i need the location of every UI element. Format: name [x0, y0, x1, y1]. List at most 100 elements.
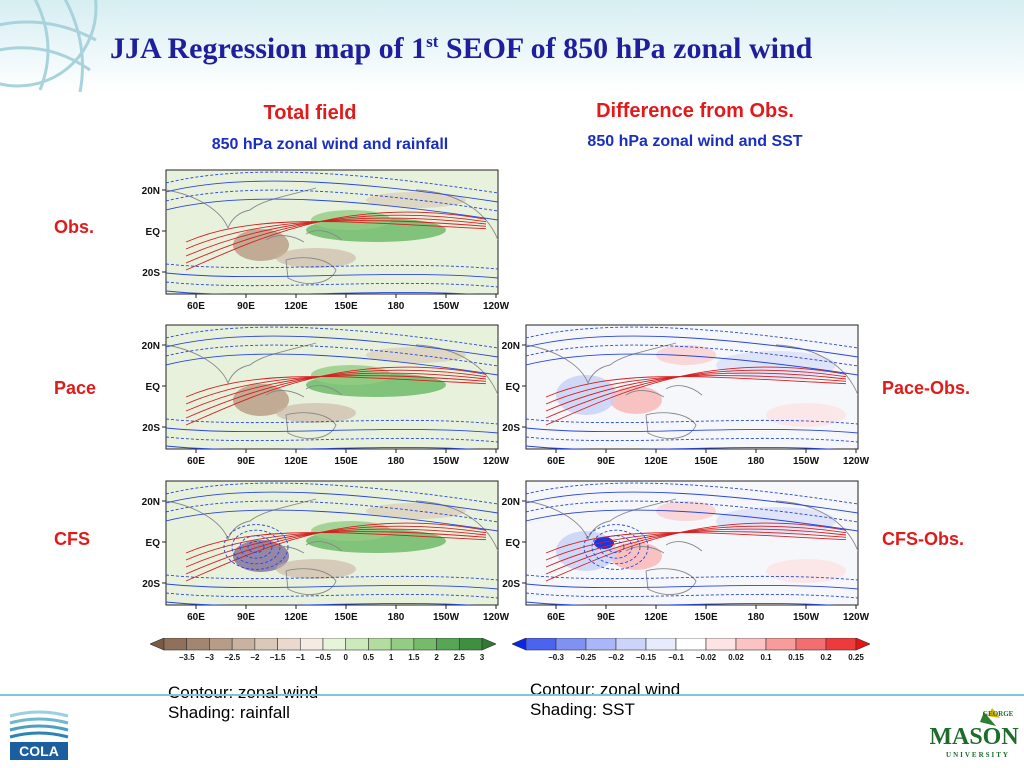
lon-tick-label: 150E [334, 456, 358, 467]
lat-tick-label: EQ [146, 382, 161, 393]
lon-tick-label: 120E [284, 301, 308, 312]
lat-tick-label: 20N [142, 186, 160, 197]
colorbar-arrow-left [150, 638, 165, 651]
colorbar-tick-label: −2.5 [224, 653, 240, 662]
lon-tick-label: 120E [644, 612, 668, 623]
globe-decoration [0, 0, 98, 92]
colorbar-swatch [458, 638, 483, 651]
caption-left-shading: Shading: rainfall [168, 703, 290, 722]
column-subtitle-left: 850 hPa zonal wind and rainfall [211, 136, 449, 153]
colorbar-tick-label: −0.3 [548, 653, 564, 662]
lon-tick-label: 120W [843, 456, 870, 467]
lon-tick-label: 60E [187, 456, 205, 467]
lon-tick-label: 150W [433, 612, 460, 623]
lat-tick-label: 20S [142, 423, 160, 434]
column-title-total-field: Total field [263, 102, 357, 124]
colorbar-tick-label: −0.2 [608, 653, 624, 662]
colorbar-swatch [555, 638, 587, 651]
cola-logo: COLA [6, 708, 72, 764]
svg-text:GEORGE: GEORGE [983, 710, 1014, 718]
colorbar-rainfall: −3.5−3−2.5−2−1.5−1−0.500.511.522.533.5 [150, 638, 496, 662]
colorbar-tick-label: −0.02 [696, 653, 717, 662]
colorbar-tick-label: 2.5 [454, 653, 466, 662]
caption-left-contour: Contour: zonal wind [168, 683, 319, 702]
colorbar-tick-label: 3 [480, 653, 485, 662]
lon-tick-label: 150E [334, 301, 358, 312]
colorbar-tick-label: −0.25 [576, 653, 597, 662]
colorbar-tick-label: 0.5 [363, 653, 375, 662]
colorbar-swatch [825, 638, 857, 651]
row-label-cfs-obs: CFS-Obs. [882, 529, 965, 549]
header-band [0, 0, 1024, 92]
colorbar-swatch [705, 638, 737, 651]
map-pace-rainfall: 60E 90E 120E 150E 180 150W 120W 20N EQ 20S [142, 324, 510, 467]
lon-tick-label: 150E [694, 612, 718, 623]
colorbar-swatch [795, 638, 827, 651]
lon-tick-label: 90E [237, 612, 255, 623]
footer-divider [0, 694, 1024, 696]
colorbar-tick-label: 0.25 [848, 653, 864, 662]
lon-tick-label: 90E [597, 612, 615, 623]
colorbar-sst: −0.3 −0.25 −0.2 −0.15 −0.1 −0.02 0.02 0.1 0.15 0.… [512, 638, 870, 662]
lat-tick-label: 20S [142, 268, 160, 279]
svg-text:COLA: COLA [19, 743, 59, 759]
colorbar-swatch [525, 638, 557, 651]
caption-left: Contour: zonal wind Shading: rainfall [168, 683, 318, 723]
row-label-obs: Obs. [54, 217, 95, 237]
colorbar-tick-label: −1 [296, 653, 306, 662]
lon-tick-label: 180 [388, 612, 405, 623]
colorbar-arrow-right [481, 638, 496, 651]
lon-tick-label: 60E [547, 456, 565, 467]
lon-tick-label: 120E [644, 456, 668, 467]
column-title-difference: Difference from Obs. [596, 100, 794, 122]
colorbar-tick-label: −3.5 [179, 653, 195, 662]
lat-tick-label: 20N [142, 341, 160, 352]
colorbar-swatch [645, 638, 677, 651]
lon-tick-label: 120W [483, 612, 510, 623]
colorbar-swatch [436, 638, 460, 651]
lon-tick-label: 120W [843, 612, 870, 623]
lon-tick-label: 150E [694, 456, 718, 467]
lat-tick-label: 20N [502, 341, 520, 352]
colorbar-tick-label: 1 [389, 653, 394, 662]
colorbar-swatch [322, 638, 347, 651]
lon-tick-label: 180 [748, 456, 765, 467]
lon-tick-label: 180 [388, 456, 405, 467]
lon-tick-label: 150W [433, 456, 460, 467]
lat-tick-label: 20S [142, 579, 160, 590]
lon-tick-label: 60E [187, 612, 205, 623]
colorbar-swatch [231, 638, 256, 651]
colorbar-tick-label: 1.5 [408, 653, 420, 662]
row-label-pace-obs: Pace-Obs. [882, 378, 971, 398]
lon-tick-label: 120E [284, 456, 308, 467]
lon-tick-label: 150W [793, 456, 820, 467]
gmu-logo: GEORGE MASON UNIVERSITY [930, 708, 1019, 759]
lat-tick-label: EQ [146, 227, 161, 238]
colorbar-tick-label: −0.5 [315, 653, 331, 662]
caption-right: Contour: zonal wind Shading: SST [530, 680, 680, 720]
slide-title: JJA Regression map of 1st SEOF of 850 hP… [110, 32, 813, 65]
lat-tick-label: EQ [146, 538, 161, 549]
colorbar-swatch [209, 638, 233, 651]
lat-tick-label: 20N [502, 497, 520, 508]
lon-tick-label: 120W [483, 301, 510, 312]
caption-right-contour: Contour: zonal wind [530, 680, 681, 699]
svg-text:UNIVERSITY: UNIVERSITY [946, 751, 1010, 759]
lat-tick-label: EQ [506, 382, 521, 393]
colorbar-arrow-left [512, 638, 527, 651]
column-subtitle-right: 850 hPa zonal wind and SST [587, 133, 803, 150]
colorbar-swatch [585, 638, 617, 651]
lon-tick-label: 180 [748, 612, 765, 623]
colorbar-swatch [277, 638, 301, 651]
lon-tick-label: 120E [284, 612, 308, 623]
colorbar-swatch [615, 638, 647, 651]
colorbar-swatch [390, 638, 415, 651]
map-pace-obs-sst: 60E 90E 120E 150E 180 150W 120W 20N EQ 20S [502, 324, 870, 467]
colorbar-swatch [675, 638, 707, 651]
colorbar-swatch [299, 638, 324, 651]
colorbar-swatch [345, 638, 369, 651]
lat-tick-label: 20S [502, 579, 520, 590]
colorbar-swatch [413, 638, 437, 651]
row-label-pace: Pace [54, 378, 97, 398]
map-obs-rainfall: 60E 90E 120E 150E 180 150W 120W 20N EQ 20S [142, 169, 510, 312]
